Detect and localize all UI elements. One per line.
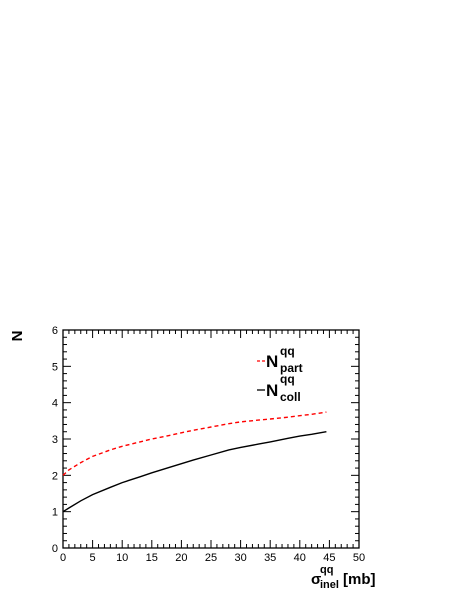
x-tick-label: 10	[116, 552, 128, 564]
x-axis-title-symbol: σ	[311, 571, 321, 588]
y-axis-title: N	[9, 331, 26, 342]
legend-label-coll-main: N	[266, 381, 278, 400]
legend-label-part-sub: part	[280, 361, 303, 375]
x-axis-title-sub: inel	[320, 579, 339, 591]
x-tick-label: 45	[323, 552, 335, 564]
y-tick-label: 3	[52, 434, 58, 446]
x-tick-label: 20	[175, 552, 187, 564]
x-tick-labels: 0 5 10 15 20 25 30 35 40 45 50	[60, 552, 365, 564]
x-axis-title-unit: [mb]	[343, 571, 376, 588]
x-tick-label: 5	[90, 552, 96, 564]
x-tick-label: 0	[60, 552, 66, 564]
axis-ticks	[62, 329, 360, 549]
x-axis-title: σ qq inel [mb]	[311, 564, 376, 591]
y-tick-label: 4	[52, 398, 58, 410]
x-axis-title-sup: qq	[320, 564, 333, 576]
legend-label-coll-sup: qq	[280, 372, 295, 386]
x-tick-label: 25	[205, 552, 217, 564]
x-tick-label: 50	[353, 552, 365, 564]
x-tick-label: 35	[264, 552, 276, 564]
plot-frame	[62, 329, 360, 549]
legend-label-part-main: N	[266, 352, 278, 371]
x-tick-label: 30	[234, 552, 246, 564]
x-tick-label: 15	[146, 552, 158, 564]
y-tick-label: 2	[52, 470, 58, 482]
series-lines	[62, 411, 327, 513]
x-tick-label: 40	[294, 552, 306, 564]
legend-label-part-sup: qq	[280, 344, 295, 358]
y-tick-label: 0	[52, 543, 58, 555]
series-line-part	[62, 411, 327, 476]
legend: N qq part N qq coll	[257, 344, 303, 404]
y-tick-label: 1	[52, 507, 58, 519]
y-tick-label: 5	[52, 361, 58, 373]
series-line-coll	[62, 431, 327, 513]
y-tick-label: 6	[52, 325, 58, 337]
y-tick-labels: 0 1 2 3 4 5 6	[52, 325, 58, 555]
legend-label-coll-sub: coll	[280, 390, 301, 404]
